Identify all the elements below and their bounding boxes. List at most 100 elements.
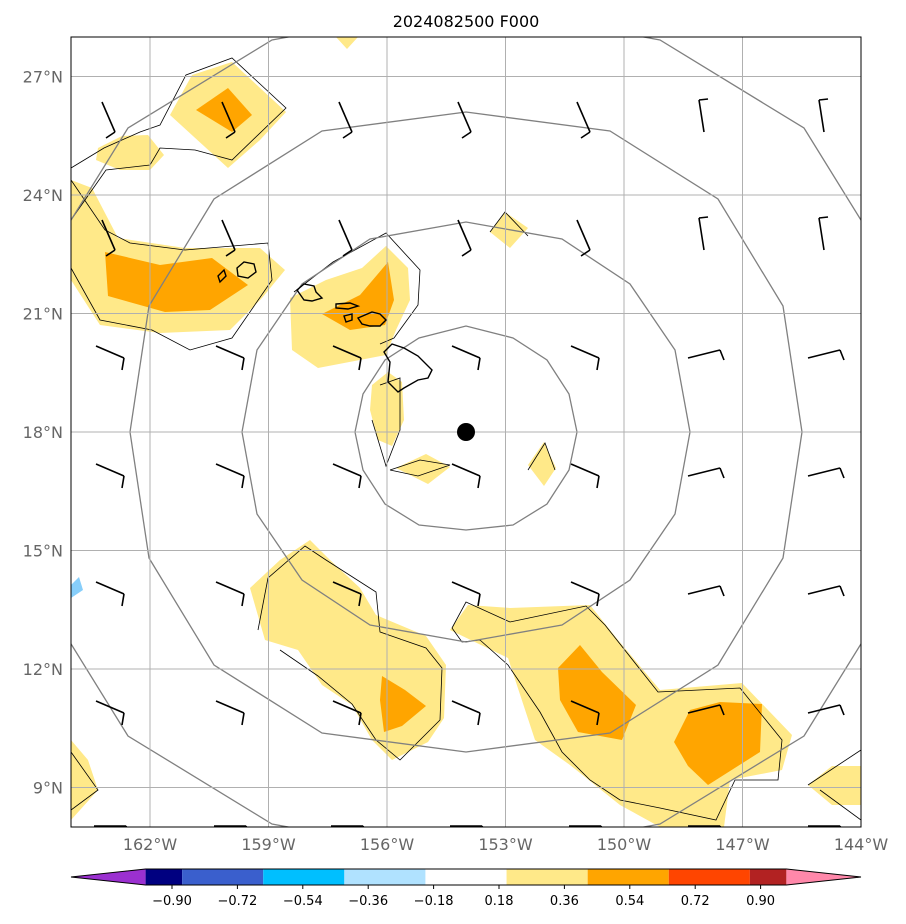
wind-barb [215, 345, 245, 371]
wind-barb [215, 581, 245, 607]
wind-barb [338, 219, 353, 257]
wind-barb [570, 463, 600, 489]
wind-barb [451, 345, 481, 371]
colorbar-label: −0.54 [283, 894, 323, 909]
colorbar-segment [506, 869, 588, 885]
wind-barb [570, 581, 600, 607]
lat-tick-label: 27°N [23, 68, 63, 87]
colorbar-label: 0.54 [615, 894, 644, 909]
colorbar-label: 0.18 [485, 894, 514, 909]
lat-tick-label: 12°N [23, 660, 63, 679]
lon-tick-label: 156°W [360, 835, 415, 854]
wind-barb [95, 463, 125, 489]
island-hawaii [383, 343, 433, 393]
wind-barb [576, 219, 591, 257]
wind-barb [95, 345, 125, 371]
colorbar-label: 0.90 [746, 894, 775, 909]
colorbar-segment [263, 869, 345, 885]
map-title: 2024082500 F000 [393, 12, 540, 31]
wind-barb [332, 345, 362, 371]
island-molokai [335, 302, 361, 310]
island-oahu [296, 283, 324, 302]
wind-barb [215, 463, 245, 489]
wind-barb [451, 463, 481, 489]
colorbar-segment [587, 869, 669, 885]
lon-tick-label: 153°W [478, 835, 533, 854]
shade-se-edge [808, 766, 861, 805]
shade-southwest [250, 540, 446, 760]
orange-north [196, 88, 252, 132]
wind-barb [807, 467, 845, 479]
wind-barb [807, 585, 845, 597]
wind-barb [807, 704, 845, 716]
latitude-labels: 9°N 12°N 15°N 18°N 21°N 24°N 27°N [23, 68, 63, 798]
colorbar-segment [182, 869, 264, 885]
wind-barb [215, 700, 245, 726]
shade-north-2 [96, 135, 164, 170]
wind-barb [451, 581, 481, 607]
wind-barb [687, 349, 725, 361]
colorbar-max-arrow [786, 869, 861, 885]
colorbar-min-arrow [71, 869, 146, 885]
wind-barb [338, 101, 353, 139]
colorbar-segment [668, 869, 750, 885]
lat-tick-label: 21°N [23, 305, 63, 324]
island-kauai [236, 261, 257, 279]
wind-barb [457, 219, 472, 257]
lon-tick-label: 159°W [241, 835, 296, 854]
orange-southeast [674, 702, 762, 785]
shade-small-south [396, 454, 450, 484]
wind-barb [332, 581, 362, 607]
colorbar-label: −0.36 [348, 894, 388, 909]
colorbar-label: −0.90 [152, 894, 192, 909]
wind-barb [101, 101, 116, 139]
wind-barb [332, 463, 362, 489]
wind-barb [818, 216, 829, 251]
wind-barb [687, 467, 725, 479]
gridlines [71, 37, 861, 827]
shade-top [336, 37, 358, 49]
shade-sw-edge [71, 740, 98, 820]
colorbar-segment [145, 869, 183, 885]
wind-barb [687, 585, 725, 597]
wind-barb [221, 101, 236, 139]
colorbar-segment [344, 869, 426, 885]
colorbar-label: 0.72 [681, 894, 710, 909]
wind-barb [332, 700, 362, 726]
wind-barb [570, 345, 600, 371]
wind-barb [698, 98, 709, 133]
lat-tick-label: 24°N [23, 186, 63, 205]
light-blue-patch [71, 577, 83, 598]
wind-barb [457, 101, 472, 139]
range-ring-4 [71, 37, 861, 827]
wind-barb [807, 349, 845, 361]
colorbar-label: −0.72 [217, 894, 257, 909]
wind-barb [698, 216, 709, 251]
lon-tick-label: 144°W [834, 835, 889, 854]
wind-barb [818, 98, 829, 133]
wind-barb [570, 700, 600, 726]
colorbar: −0.90 −0.72 −0.54 −0.36 −0.18 0.18 0.36 0.54 0.7… [70, 868, 862, 909]
lon-tick-label: 147°W [715, 835, 770, 854]
orange-west [105, 252, 248, 312]
wind-barb [221, 219, 236, 257]
lat-tick-label: 18°N [23, 423, 63, 442]
island-maui [356, 311, 387, 327]
colorbar-label: 0.36 [550, 894, 579, 909]
wind-barb [576, 101, 591, 139]
lat-tick-label: 9°N [33, 779, 63, 798]
map-frame [70, 36, 862, 828]
colorbar-segment [749, 869, 787, 885]
wind-barb [95, 581, 125, 607]
storm-center-marker [457, 423, 475, 441]
colorbar-segment [425, 869, 507, 885]
wind-barb [95, 700, 125, 726]
lat-tick-label: 15°N [23, 542, 63, 561]
wind-barb [101, 219, 116, 257]
wind-barb [687, 704, 725, 716]
lon-tick-label: 150°W [597, 835, 652, 854]
longitude-labels: 162°W 159°W 156°W 153°W 150°W 147°W 144°W [123, 835, 889, 854]
island-niihau [217, 268, 227, 284]
orange-southwest [380, 676, 426, 732]
